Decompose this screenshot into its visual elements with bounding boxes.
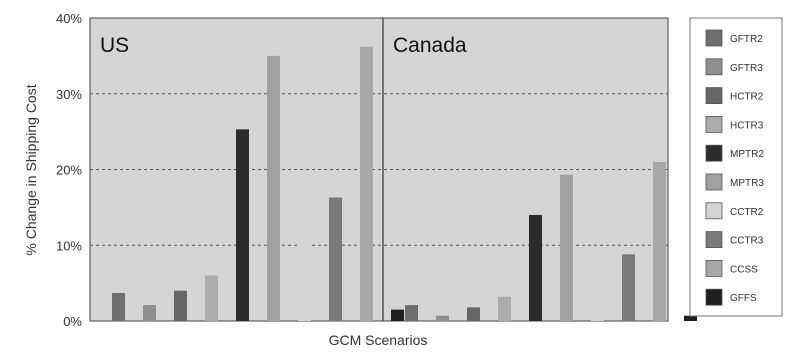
legend-swatch [705,87,723,104]
legend-swatch [705,202,723,220]
legend-swatch [705,58,723,76]
bar [298,227,311,321]
y-tick-label: 40% [56,11,82,26]
legend-label: MPTR3 [730,178,764,189]
legend-label: GFFS [730,293,757,304]
legend-label: CCSS [730,264,758,275]
y-tick-label: 10% [56,238,82,253]
bar [560,174,573,321]
bar [143,305,156,321]
legend-label: CCTR3 [730,236,764,247]
panel-label-us: US [100,34,129,57]
y-tick-label: 20% [56,163,82,178]
legend: GFTR2 GFTR3 HCTR2 HCTR3 MPTR2 MPTR3 CCTR2 CCTR3… [689,17,783,317]
legend-items: GFTR2 GFTR3 HCTR2 HCTR3 MPTR2 MPTR3 CCTR2 CCTR3… [705,29,764,306]
legend-swatch [705,116,723,133]
bar [529,214,542,321]
panel-label-canada: Canada [393,34,467,57]
bar [360,46,373,321]
y-axis-label: % Change in Shipping Cost [23,84,39,255]
bar [236,129,249,321]
legend-label: MPTR2 [730,149,764,160]
bar [436,315,449,321]
bar [391,309,404,321]
bar [267,55,280,321]
x-axis-label: GCM Scenarios [329,332,428,348]
legend-swatch [705,259,723,277]
legend-label: CCTR2 [730,207,764,218]
bar [622,254,635,321]
bar [653,161,666,321]
bar [684,315,697,321]
y-ticks: 0% 10% 20% 30% 40% [56,11,82,329]
bar [205,275,218,321]
bar [174,290,187,321]
legend-label: GFTR2 [730,34,763,45]
legend-swatch [705,288,723,306]
bar [591,273,604,321]
legend-box [689,17,783,317]
bar [112,292,125,321]
y-tick-label: 0% [63,314,82,329]
legend-label: HCTR2 [730,92,764,103]
legend-swatch [705,231,723,249]
y-tick-label: 30% [56,87,82,102]
bar [405,305,418,321]
bars [112,46,697,321]
legend-swatch [705,173,723,191]
legend-swatch [705,144,723,162]
legend-swatch [705,29,723,47]
bar [329,197,342,321]
legend-label: HCTR3 [730,120,764,131]
legend-label: GFTR3 [730,63,763,74]
bar [498,296,511,321]
bar [467,307,480,321]
